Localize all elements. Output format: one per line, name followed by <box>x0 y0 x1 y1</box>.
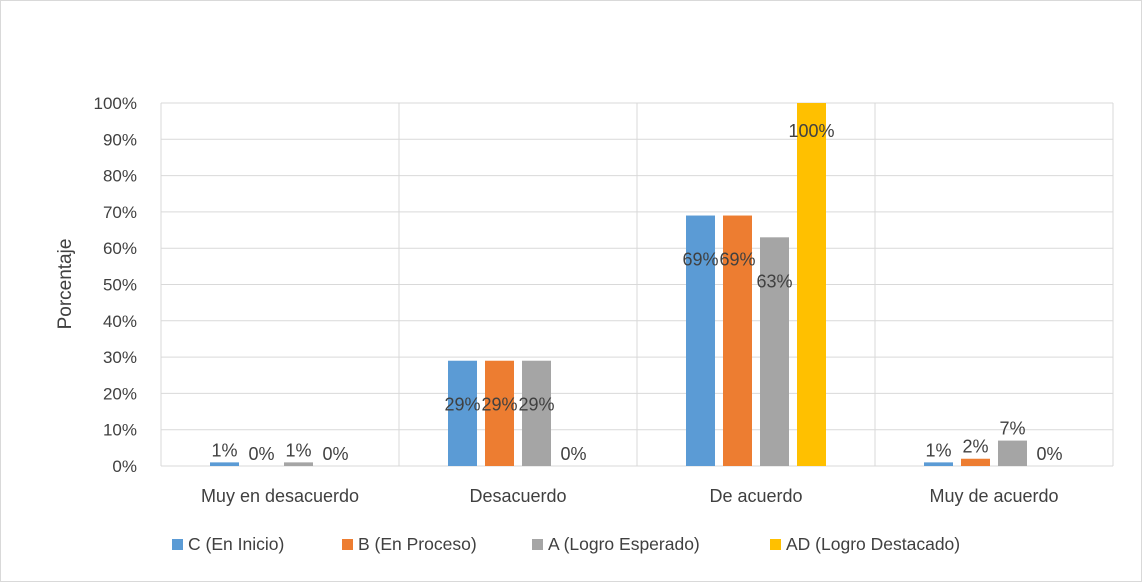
data-label: 2% <box>962 437 988 457</box>
data-label: 0% <box>322 444 348 464</box>
data-label: 69% <box>719 250 755 270</box>
legend-label: B (En Proceso) <box>358 534 477 554</box>
legend-label: A (Logro Esperado) <box>548 534 700 554</box>
data-label: 29% <box>518 395 554 415</box>
bar <box>998 440 1027 466</box>
legend-swatch <box>342 539 353 550</box>
bar <box>485 360 514 466</box>
legend-swatch <box>770 539 781 550</box>
x-axis-categories: Muy en desacuerdo Desacuerdo De acuerdo Muy… <box>201 486 1059 506</box>
bar <box>686 215 715 466</box>
y-axis-ticks: 0% 10% 20% 30% 40% 50% 60% 70% 80% 90% 100% <box>94 94 137 476</box>
x-category-label: De acuerdo <box>709 486 802 506</box>
legend: C (En Inicio) B (En Proceso) A (Logro Espe… <box>172 534 960 554</box>
data-label: 69% <box>682 250 718 270</box>
y-tick-label: 10% <box>103 421 137 440</box>
x-category-label: Muy de acuerdo <box>929 486 1058 506</box>
y-tick-label: 80% <box>103 167 137 186</box>
y-tick-label: 50% <box>103 276 137 295</box>
bar <box>522 360 551 466</box>
x-category-label: Muy en desacuerdo <box>201 486 359 506</box>
bar <box>284 462 313 466</box>
data-label: 0% <box>1036 444 1062 464</box>
bar <box>723 215 752 466</box>
legend-swatch <box>172 539 183 550</box>
data-label: 29% <box>444 395 480 415</box>
gridlines <box>160 102 1114 467</box>
y-axis-title: Porcentaje <box>55 239 76 330</box>
data-label: 1% <box>211 440 237 460</box>
legend-label: C (En Inicio) <box>188 534 284 554</box>
data-label: 1% <box>925 440 951 460</box>
bar <box>210 462 239 466</box>
bar <box>961 458 990 466</box>
bar <box>924 462 953 466</box>
bars <box>210 103 1027 466</box>
data-label: 63% <box>756 271 792 291</box>
data-label: 0% <box>560 444 586 464</box>
y-tick-label: 90% <box>103 130 137 149</box>
legend-label: AD (Logro Destacado) <box>786 534 960 554</box>
bar <box>448 360 477 466</box>
legend-swatch <box>532 539 543 550</box>
y-tick-label: 60% <box>103 239 137 258</box>
y-tick-label: 40% <box>103 312 137 331</box>
y-tick-label: 20% <box>103 384 137 403</box>
x-category-label: Desacuerdo <box>469 486 566 506</box>
y-tick-label: 100% <box>94 94 137 113</box>
bar <box>760 237 789 466</box>
y-tick-label: 0% <box>112 457 137 476</box>
data-label: 100% <box>788 121 834 141</box>
data-label: 0% <box>248 444 274 464</box>
y-tick-label: 30% <box>103 348 137 367</box>
data-labels: 1% 0% 1% 0%29% 29% 29%0%69% 69%63%100%1% 2%7%0% <box>211 121 1062 464</box>
data-label: 7% <box>999 419 1025 439</box>
y-tick-label: 70% <box>103 203 137 222</box>
bar <box>797 103 826 466</box>
data-label: 1% <box>285 440 311 460</box>
data-label: 29% <box>481 395 517 415</box>
